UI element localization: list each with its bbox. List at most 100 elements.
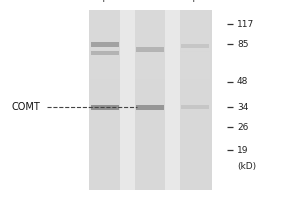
Bar xyxy=(90,102,120,107)
Bar xyxy=(135,107,165,111)
Text: 48: 48 xyxy=(237,77,248,86)
Bar xyxy=(135,98,165,102)
Bar xyxy=(90,167,120,171)
Bar xyxy=(91,105,119,110)
Bar xyxy=(180,61,210,65)
Bar xyxy=(180,130,210,134)
Bar xyxy=(180,65,210,70)
Bar xyxy=(135,167,165,171)
Bar xyxy=(135,47,165,51)
Bar xyxy=(90,47,120,51)
Bar xyxy=(91,42,119,47)
Bar xyxy=(90,153,120,158)
Bar xyxy=(180,79,210,84)
Bar xyxy=(135,38,165,42)
Bar xyxy=(180,190,210,194)
Bar xyxy=(180,56,210,61)
Bar xyxy=(180,116,210,121)
Bar xyxy=(135,70,165,74)
Bar xyxy=(135,84,165,88)
Text: COMT: COMT xyxy=(12,102,41,112)
Bar xyxy=(180,70,210,74)
Bar xyxy=(135,112,165,116)
Bar xyxy=(180,158,210,162)
Bar xyxy=(135,148,165,153)
Bar xyxy=(180,88,210,93)
Bar xyxy=(180,28,210,33)
Bar xyxy=(88,10,212,190)
Bar xyxy=(90,144,120,148)
Bar xyxy=(90,162,120,167)
Bar xyxy=(135,28,165,33)
Bar xyxy=(135,162,165,167)
Bar xyxy=(90,116,120,121)
Bar xyxy=(180,144,210,148)
Bar xyxy=(135,181,165,185)
Bar xyxy=(90,52,120,56)
Bar xyxy=(180,181,210,185)
Bar xyxy=(90,139,120,144)
Bar xyxy=(180,84,210,88)
Text: 117: 117 xyxy=(237,20,254,29)
Bar xyxy=(90,33,120,38)
Bar xyxy=(90,190,120,194)
Bar xyxy=(180,172,210,176)
Bar xyxy=(90,84,120,88)
Bar xyxy=(180,15,210,19)
Bar xyxy=(90,70,120,74)
Bar xyxy=(135,79,165,84)
Bar xyxy=(180,38,210,42)
Bar xyxy=(135,42,165,47)
Text: 34: 34 xyxy=(237,103,248,112)
Bar xyxy=(135,153,165,158)
Bar xyxy=(135,56,165,61)
Bar xyxy=(90,107,120,111)
Bar xyxy=(135,33,165,38)
Bar xyxy=(90,176,120,181)
Bar xyxy=(180,185,210,190)
Bar xyxy=(90,10,120,15)
Bar xyxy=(180,52,210,56)
Bar xyxy=(90,42,120,47)
Bar xyxy=(90,130,120,134)
Bar xyxy=(180,135,210,139)
Bar xyxy=(135,158,165,162)
Bar xyxy=(90,79,120,84)
Bar xyxy=(180,112,210,116)
Bar xyxy=(90,24,120,28)
Bar xyxy=(135,185,165,190)
Bar xyxy=(135,135,165,139)
Bar xyxy=(180,162,210,167)
Bar xyxy=(136,105,164,110)
Bar xyxy=(135,144,165,148)
Bar xyxy=(135,88,165,93)
Bar xyxy=(136,47,164,52)
Bar xyxy=(180,139,210,144)
Bar xyxy=(90,28,120,33)
Bar xyxy=(90,15,120,19)
Bar xyxy=(180,10,210,15)
Text: (kD): (kD) xyxy=(237,162,256,171)
Bar xyxy=(180,153,210,158)
Bar xyxy=(180,148,210,153)
Bar xyxy=(135,176,165,181)
Bar xyxy=(135,65,165,70)
Bar xyxy=(90,38,120,42)
Bar xyxy=(135,10,165,15)
Bar xyxy=(90,112,120,116)
Bar xyxy=(90,181,120,185)
Bar xyxy=(180,33,210,38)
Bar xyxy=(135,121,165,125)
Bar xyxy=(165,10,180,190)
Bar xyxy=(180,176,210,181)
Bar xyxy=(135,116,165,121)
Bar xyxy=(90,125,120,130)
Bar xyxy=(90,19,120,24)
Bar xyxy=(135,172,165,176)
Bar xyxy=(90,88,120,93)
Bar xyxy=(120,10,135,190)
Bar xyxy=(180,24,210,28)
Bar xyxy=(135,19,165,24)
Bar xyxy=(135,15,165,19)
Bar xyxy=(135,190,165,194)
